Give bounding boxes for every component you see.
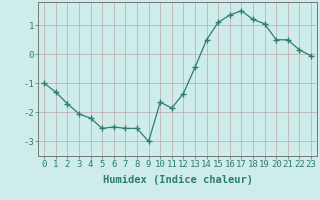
X-axis label: Humidex (Indice chaleur): Humidex (Indice chaleur) <box>103 175 252 185</box>
